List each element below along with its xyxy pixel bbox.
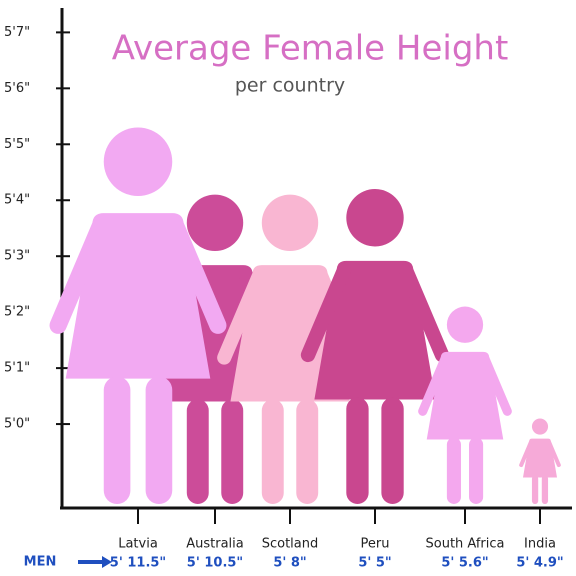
x-tick-label: Scotland xyxy=(262,537,319,552)
figure-leg xyxy=(145,376,173,504)
figure-head xyxy=(261,194,319,252)
figure-leg xyxy=(469,437,484,504)
x-tick-label: South Africa xyxy=(426,537,505,552)
figure-leg xyxy=(261,399,284,504)
figure-dress xyxy=(522,438,558,478)
figure-head xyxy=(346,189,404,247)
x-tick-label: Peru xyxy=(361,537,390,552)
x-tick-label: India xyxy=(524,537,556,552)
y-tick-label: 5'5" xyxy=(4,137,30,152)
figure-head xyxy=(531,418,549,435)
figure-leg xyxy=(221,399,244,504)
y-tick-label: 5'1" xyxy=(4,361,30,376)
person-figure xyxy=(49,127,227,504)
person-figure xyxy=(300,189,450,504)
figure-leg xyxy=(103,376,131,504)
men-value-label: 5' 4.9" xyxy=(516,556,563,571)
x-tick-label: Australia xyxy=(186,537,244,552)
figure-dress xyxy=(314,260,436,400)
figure-arm xyxy=(398,263,450,363)
men-value-label: 5' 10.5" xyxy=(187,556,243,571)
figure-head xyxy=(446,306,484,343)
figure-arm xyxy=(217,267,267,365)
figure-dress xyxy=(230,265,350,402)
person-figure xyxy=(418,306,512,504)
men-label: MEN xyxy=(24,555,57,570)
men-value-label: 5' 11.5" xyxy=(110,556,166,571)
figure-leg xyxy=(346,397,369,504)
figure-arm xyxy=(49,215,110,334)
men-value-label: 5' 8" xyxy=(273,556,306,571)
men-arrow-head xyxy=(102,556,112,568)
y-tick-label: 5'0" xyxy=(4,417,30,432)
y-tick-label: 5'7" xyxy=(4,25,30,40)
figure-leg xyxy=(446,437,461,504)
person-figure xyxy=(217,194,363,504)
men-value-label: 5' 5" xyxy=(358,556,391,571)
figure-arm xyxy=(300,263,352,363)
chart-subtitle: per country xyxy=(235,75,345,97)
person-figure xyxy=(519,418,561,504)
y-tick-label: 5'2" xyxy=(4,305,30,320)
y-tick-label: 5'4" xyxy=(4,193,30,208)
figure-leg xyxy=(186,399,209,504)
chart-title: Average Female Height xyxy=(112,29,509,69)
figure-dress xyxy=(65,213,211,379)
figure-arm xyxy=(166,215,227,334)
figure-head xyxy=(186,194,244,252)
figure-leg xyxy=(381,397,404,504)
y-tick-label: 5'3" xyxy=(4,249,30,264)
figure-leg xyxy=(296,399,319,504)
figure-arm xyxy=(519,439,534,468)
figure-arm xyxy=(480,353,512,416)
x-tick-label: Latvia xyxy=(118,537,158,552)
figure-leg xyxy=(531,475,539,504)
men-value-label: 5' 5.6" xyxy=(441,556,488,571)
figure-head xyxy=(103,127,173,196)
figure-arm xyxy=(546,439,561,468)
figure-arm xyxy=(418,353,450,416)
y-tick-label: 5'6" xyxy=(4,81,30,96)
figure-dress xyxy=(426,351,504,440)
figure-leg xyxy=(541,475,549,504)
